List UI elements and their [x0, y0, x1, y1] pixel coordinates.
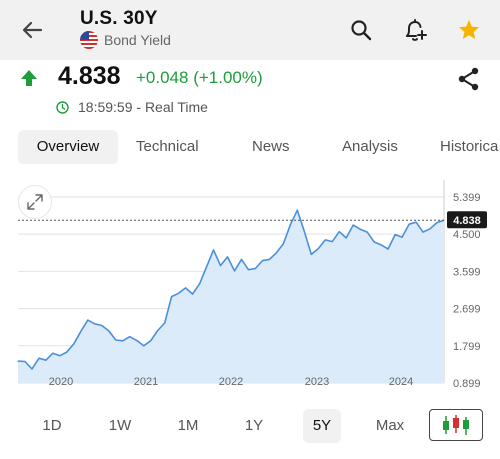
candlestick-icon	[443, 415, 469, 435]
price-change: +0.048 (+1.00%)	[136, 68, 263, 87]
range-1d[interactable]: 1D	[42, 417, 62, 434]
search-icon	[351, 20, 372, 41]
add-alert-button[interactable]	[401, 16, 429, 44]
expand-chart-button[interactable]	[18, 185, 52, 219]
add-alert-bell-icon	[406, 19, 427, 41]
tab-historical[interactable]: Historica	[440, 138, 499, 155]
chart-type-button[interactable]	[429, 409, 483, 441]
instrument-subtitle: Bond Yield	[104, 32, 171, 48]
arrow-left-icon	[22, 21, 43, 39]
y-tick-label: 1.799	[453, 341, 481, 353]
range-max[interactable]: Max	[375, 417, 405, 434]
range-5y[interactable]: 5Y	[303, 409, 341, 443]
y-tick-label: 3.599	[453, 266, 481, 278]
quote-row: 4.838 +0.048 (+1.00%)	[0, 62, 500, 94]
x-tick-label: 2023	[305, 376, 329, 388]
series-line	[17, 209, 445, 370]
star-icon	[459, 20, 479, 39]
expand-icon	[27, 194, 43, 210]
range-1m[interactable]: 1M	[177, 417, 199, 434]
search-button[interactable]	[347, 16, 375, 44]
price-chart[interactable]: 5.399 4.500 3.599 2.699 1.799 0.899 2020 2021 20…	[0, 180, 500, 390]
instrument-subtitle-row: Bond Yield	[80, 31, 171, 49]
up-arrow-icon	[21, 70, 37, 86]
last-value-label: 4.838	[453, 215, 481, 227]
quote-time-row: 18:59:59 - Real Time	[56, 99, 208, 115]
tab-news[interactable]: News	[252, 138, 290, 155]
y-tick-label: 5.399	[453, 192, 481, 204]
range-selector: 1D 1W 1M 1Y 5Y Max	[0, 409, 500, 443]
favorite-button[interactable]	[455, 16, 483, 44]
back-button[interactable]	[18, 16, 46, 44]
last-value-badge	[447, 211, 487, 229]
tab-analysis[interactable]: Analysis	[342, 138, 398, 155]
y-tick-label: 2.699	[453, 304, 481, 316]
quote-time: 18:59:59 - Real Time	[78, 99, 208, 115]
instrument-title: U.S. 30Y	[80, 8, 158, 29]
range-1y[interactable]: 1Y	[244, 417, 264, 434]
x-tick-label: 2022	[219, 376, 243, 388]
x-tick-label: 2020	[49, 376, 73, 388]
y-tick-label: 4.500	[453, 229, 481, 241]
range-1w[interactable]: 1W	[108, 417, 132, 434]
y-tick-label: 0.899	[453, 378, 481, 390]
share-icon	[458, 67, 479, 91]
share-button[interactable]	[456, 66, 482, 92]
us-flag-icon	[80, 31, 98, 49]
section-tabs: Overview Technical News Analysis Histori…	[0, 130, 500, 164]
series-area	[18, 210, 444, 383]
tab-technical[interactable]: Technical	[136, 138, 199, 155]
x-tick-label: 2021	[134, 376, 158, 388]
x-tick-label: 2024	[389, 376, 413, 388]
tab-overview[interactable]: Overview	[18, 130, 118, 164]
clock-icon	[56, 100, 69, 114]
top-bar: U.S. 30Y Bond Yield	[0, 0, 500, 60]
last-price: 4.838	[58, 62, 121, 90]
